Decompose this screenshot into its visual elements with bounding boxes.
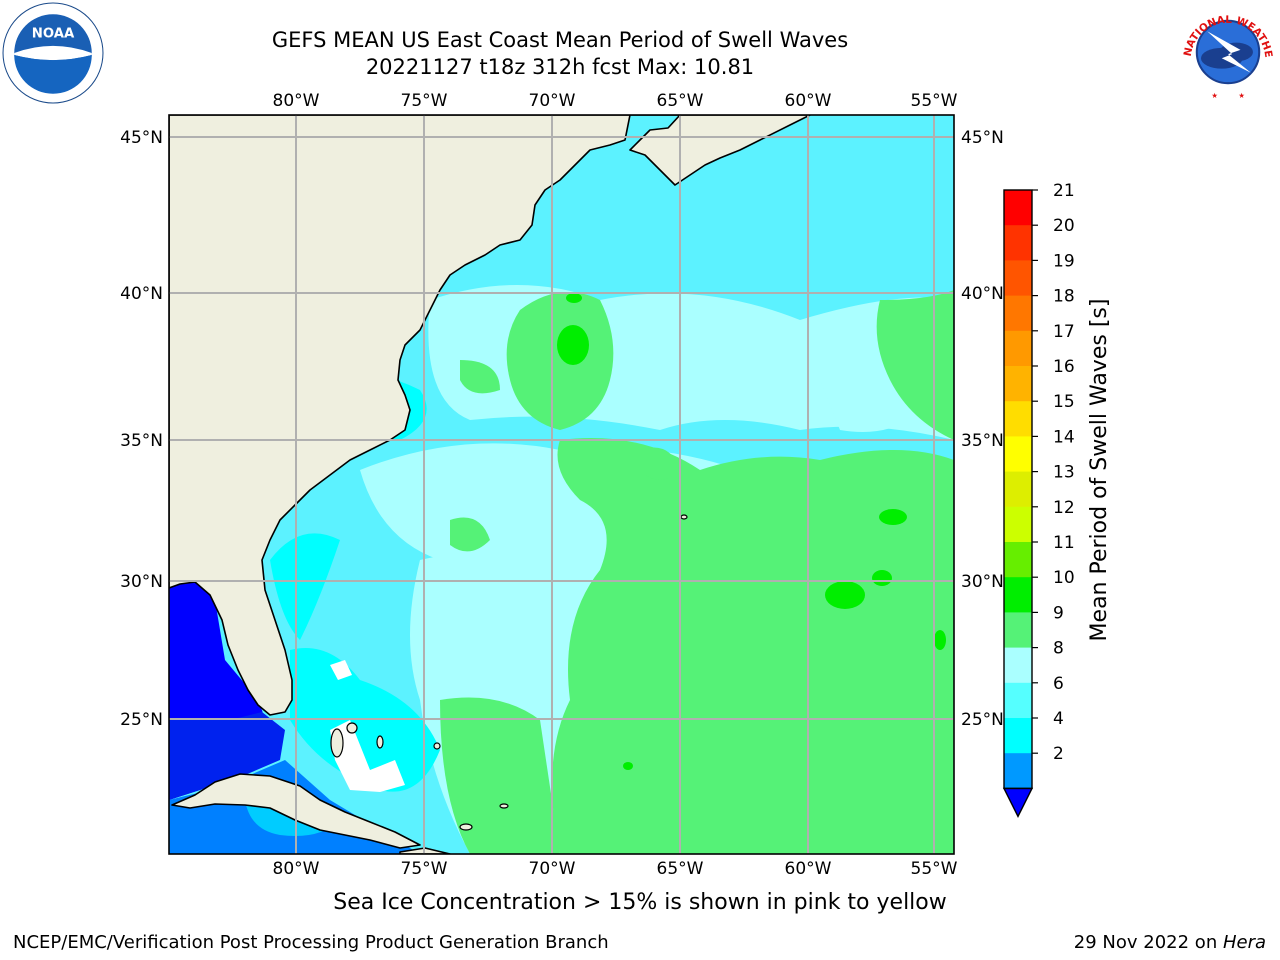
- lat-label: 25°N: [961, 710, 1004, 730]
- colorbar-segment: [1004, 718, 1032, 754]
- colorbar-label: Mean Period of Swell Waves [s]: [1087, 299, 1112, 642]
- colorbar-tick-label: 15: [1053, 392, 1075, 412]
- colorbar: 21 20 19 18 17 16 15 14 13 12 11 10 9 8 6 4 2: [1002, 181, 1075, 818]
- colorbar-segment: [1004, 612, 1032, 649]
- colorbar-tick-label: 17: [1053, 322, 1075, 342]
- colorbar-segment: [1004, 225, 1032, 261]
- period-10-11-spots: [557, 293, 946, 770]
- national-weather-service-logo-icon: NATIONAL WEATHER SERVICE ★ ★: [1176, 0, 1278, 102]
- lon-label: 65°W: [657, 91, 704, 111]
- svg-text:★: ★: [1238, 91, 1245, 100]
- right-latitude-labels: 45°N 40°N 35°N 30°N 25°N: [961, 128, 1004, 730]
- colorbar-tick-label: 18: [1053, 287, 1075, 307]
- chart-subtitle: 20221127 t18z 312h fcst Max: 10.81: [365, 55, 755, 79]
- colorbar-segment: [1004, 577, 1032, 613]
- graticule: [169, 115, 954, 854]
- colorbar-segment: [1004, 295, 1032, 332]
- lat-label: 40°N: [120, 284, 163, 304]
- colorbar-extension: [1002, 787, 1034, 818]
- colorbar-frame: [1003, 189, 1033, 790]
- noaa-logo-text: NOAA: [32, 27, 75, 42]
- caribbean-islands: [330, 514, 688, 831]
- lat-label: 40°N: [961, 284, 1004, 304]
- lat-label: 25°N: [120, 710, 163, 730]
- colorbar-tick-label: 12: [1053, 498, 1075, 518]
- colorbar-segment: [1004, 647, 1032, 684]
- colorbar-tick-label: 19: [1053, 251, 1075, 271]
- lon-label: 70°W: [529, 859, 576, 879]
- colorbar-tick-label: 8: [1053, 639, 1064, 659]
- colorbar-segment: [1004, 436, 1032, 473]
- map-frame: [168, 114, 955, 855]
- colorbar-tick-label: 2: [1053, 744, 1064, 764]
- lat-label: 45°N: [120, 128, 163, 148]
- colorbar-segment: [1004, 401, 1032, 437]
- lon-label: 55°W: [911, 859, 958, 879]
- colorbar-segment: [1004, 190, 1032, 226]
- noaa-logo-icon: NOAA: [2, 2, 104, 104]
- colorbar-segment: [1004, 366, 1032, 402]
- colorbar-segment: [1004, 260, 1032, 297]
- lat-label: 35°N: [961, 431, 1004, 451]
- lon-label: 70°W: [529, 91, 576, 111]
- bottom-longitude-labels: 80°W 75°W 70°W 65°W 60°W 55°W: [273, 859, 958, 879]
- producer-credit: NCEP/EMC/Verification Post Processing Pr…: [13, 932, 609, 953]
- lon-label: 75°W: [401, 91, 448, 111]
- lon-label: 60°W: [785, 91, 832, 111]
- colorbar-segment: [1004, 506, 1032, 543]
- lon-label: 75°W: [401, 859, 448, 879]
- lat-label: 30°N: [961, 572, 1004, 592]
- colorbar-tick-label: 13: [1053, 463, 1075, 483]
- generation-date-text: 29 Nov 2022 on: [1073, 932, 1223, 953]
- colorbar-tick-label: 21: [1053, 181, 1075, 201]
- lon-label: 65°W: [657, 859, 704, 879]
- lon-label: 55°W: [911, 91, 958, 111]
- colorbar-tick-label: 14: [1053, 427, 1075, 447]
- lat-label: 45°N: [961, 128, 1004, 148]
- colorbar-segment: [1004, 542, 1032, 578]
- colorbar-segment: [1004, 753, 1032, 789]
- generation-date: 29 Nov 2022 on Hera: [1074, 932, 1266, 953]
- colorbar-segment: [1004, 682, 1032, 719]
- colorbar-tick-label: 9: [1053, 603, 1064, 623]
- left-latitude-labels: 45°N 40°N 35°N 30°N 25°N: [120, 128, 163, 730]
- colorbar-tick-label: 11: [1053, 533, 1075, 553]
- colorbar-tick-label: 10: [1053, 568, 1075, 588]
- chart-title: GEFS MEAN US East Coast Mean Period of S…: [271, 28, 849, 52]
- lat-label: 35°N: [120, 431, 163, 451]
- colorbar-tick-label: 6: [1053, 674, 1064, 694]
- colorbar-segment: [1004, 471, 1032, 508]
- top-longitude-labels: 80°W 75°W 70°W 65°W 60°W 55°W: [273, 91, 958, 111]
- colorbar-tick-label: 4: [1053, 709, 1064, 729]
- lon-label: 60°W: [785, 859, 832, 879]
- sea-ice-note: Sea Ice Concentration > 15% is shown in …: [333, 890, 947, 915]
- colorbar-tick-label: 16: [1053, 357, 1075, 377]
- bahamas-banks: [330, 660, 405, 792]
- colorbar-tick-label: 20: [1053, 216, 1075, 236]
- lat-label: 30°N: [120, 572, 163, 592]
- lon-label: 80°W: [273, 859, 320, 879]
- colorbar-segment: [1004, 330, 1032, 367]
- svg-text:★: ★: [1211, 91, 1218, 100]
- machine-name: Hera: [1222, 932, 1266, 953]
- lon-label: 80°W: [273, 91, 320, 111]
